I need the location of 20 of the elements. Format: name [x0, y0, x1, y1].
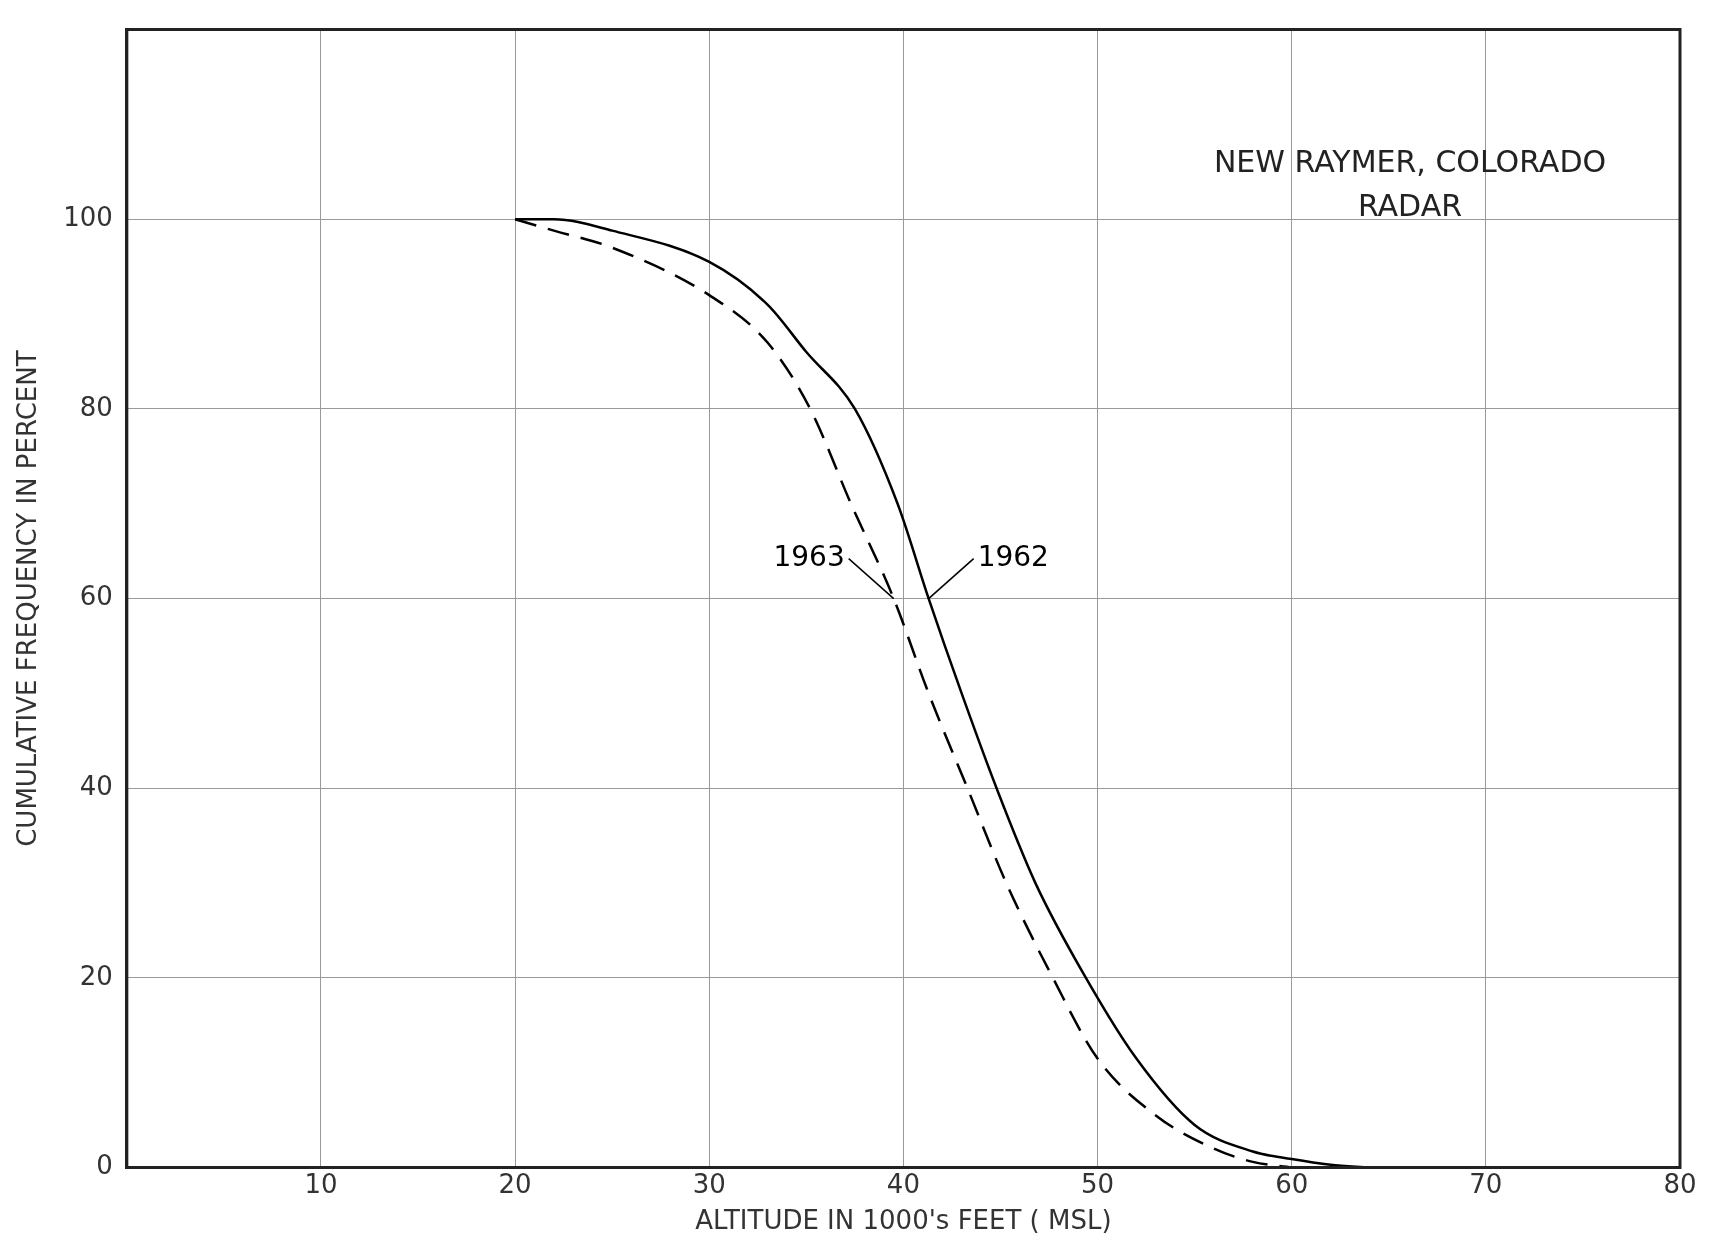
- series-label: 1963: [773, 539, 845, 573]
- x-axis-title: ALTITUDE IN 1000's FEET ( MSL): [695, 1205, 1112, 1236]
- annotation: RADAR: [1357, 188, 1463, 224]
- y-tick-label: 40: [79, 771, 113, 802]
- y-tick-label: 60: [79, 581, 113, 612]
- series-label: 1962: [977, 539, 1049, 573]
- y-tick-label: 20: [79, 960, 113, 991]
- x-tick-label: 10: [304, 1168, 338, 1199]
- annotation: NEW RAYMER, COLORADO: [1213, 144, 1607, 180]
- x-tick-label: 70: [1469, 1168, 1503, 1199]
- y-tick-label: 80: [79, 391, 113, 422]
- x-tick-label: 30: [692, 1168, 726, 1199]
- x-tick-label: 80: [1663, 1168, 1697, 1199]
- x-tick-label: 40: [886, 1168, 920, 1199]
- y-axis-title: CUMULATIVE FREQUENCY IN PERCENT: [12, 350, 43, 847]
- x-tick-label: 60: [1275, 1168, 1309, 1199]
- y-tick-label: 0: [96, 1150, 113, 1181]
- y-tick-label: 100: [63, 202, 113, 233]
- x-tick-label: 20: [498, 1168, 532, 1199]
- x-tick-label: 50: [1081, 1168, 1115, 1199]
